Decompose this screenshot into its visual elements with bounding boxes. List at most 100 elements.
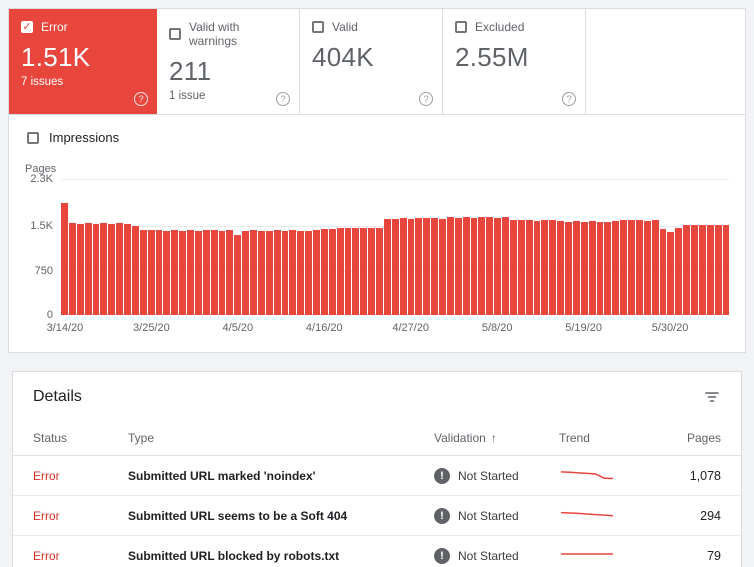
chart-bar [706,225,714,315]
chart-bar [226,230,234,315]
help-icon[interactable]: ? [276,92,290,106]
chart-bar [108,223,116,315]
trend-sparkline [559,465,659,486]
card-value: 2.55M [455,42,529,72]
chart-bar [423,218,431,315]
y-tick-label: 1.5K [30,220,53,233]
chart-bar [659,229,667,315]
gridline [61,179,729,180]
chart-bar [210,230,218,315]
table-header: Status Type Validation ↑ Trend Pages [13,420,741,456]
type-cell: Submitted URL seems to be a Soft 404 [128,508,348,523]
card-value: 211 [169,56,212,86]
details-panel: Details Status Type Validation ↑ Trend P… [12,371,742,567]
chart-bar [139,229,147,315]
valid-checkbox[interactable] [312,21,324,33]
status-cell: Error [33,468,60,483]
chart-bar [234,234,242,315]
details-title: Details [33,388,82,405]
chart-bar [352,227,360,315]
chart-bar [722,224,730,315]
chart-bars [61,179,730,315]
table-row[interactable]: Error Submitted URL seems to be a Soft 4… [13,496,741,536]
pages-cell: 1,078 [689,468,721,483]
x-tick-label: 5/19/20 [565,322,602,334]
chart-bar [643,220,651,315]
type-cell: Submitted URL marked 'noindex' [128,468,316,483]
impressions-toggle[interactable]: Impressions [9,115,745,145]
card-label: Valid with warnings [189,20,240,48]
chart-bar [509,219,517,315]
chart-bar [399,218,407,315]
help-icon[interactable]: ? [134,92,148,106]
card-subtitle: 1 issue [169,90,206,102]
chart-bar [675,227,683,315]
sort-ascending-icon: ↑ [490,430,497,445]
chart-bar [525,220,533,315]
column-header-validation[interactable]: Validation ↑ [434,430,497,445]
help-icon[interactable]: ? [419,92,433,106]
chart-bar [218,230,226,315]
coverage-panel: ✓ Error 1.51K 7 issues ? Valid with warn… [8,8,746,353]
chart-bar [124,223,131,315]
validation-cell: ! Not Started [434,467,559,484]
chart-bar [517,220,525,315]
chart-bar [407,218,415,315]
chart-bar [470,217,478,315]
chart-bar [344,228,352,315]
not-started-icon: ! [434,547,450,564]
chart-bar [439,218,446,315]
chart-bar [265,231,273,315]
chart-bar [549,220,557,315]
not-started-icon: ! [434,467,450,484]
error-checkbox[interactable]: ✓ [21,20,33,33]
chart-y-axis-label: Pages [25,163,57,175]
chart-bar [612,221,620,315]
column-header-trend[interactable]: Trend [559,430,590,445]
card-value: 1.51K [21,42,91,72]
chart-bar [391,219,399,315]
excluded-checkbox[interactable] [455,21,467,33]
chart-bar [360,227,368,315]
chart-y-axis: 2.3K 1.5K 750 0 [25,173,61,321]
card-label: Valid [332,20,358,34]
x-tick-label: 3/14/20 [46,322,84,334]
table-row[interactable]: Error Submitted URL blocked by robots.tx… [13,536,741,567]
status-card-excluded[interactable]: Excluded 2.55M ? [443,9,586,114]
chart-bar [242,231,249,315]
column-header-status[interactable]: Status [33,430,68,445]
chart-bar [92,223,100,315]
status-card-error[interactable]: ✓ Error 1.51K 7 issues ? [9,9,157,114]
chart-bar [502,217,509,315]
chart-bar [628,219,635,315]
chart-bar [131,226,139,315]
chart-bar [68,222,76,315]
impressions-label: Impressions [49,130,120,145]
chart-bar [667,232,675,315]
not-started-icon: ! [434,507,450,524]
impressions-checkbox[interactable] [27,131,39,144]
pages-cell: 294 [700,508,721,523]
chart-bar [336,228,344,315]
y-tick-label: 2.3K [30,173,53,185]
chart-bar [604,221,612,315]
column-header-pages[interactable]: Pages [686,430,721,445]
status-card-valid[interactable]: Valid 404K ? [300,9,443,114]
help-icon[interactable]: ? [562,92,576,106]
chart-bar [635,220,643,315]
card-label: Excluded [475,20,525,34]
chart-bar [431,218,438,315]
chart-bar [494,217,501,315]
x-tick-label: 4/5/20 [222,322,254,334]
x-tick-label: 3/25/20 [133,322,170,334]
status-card-valid-with-warnings[interactable]: Valid with warnings 211 1 issue ? [157,9,300,114]
chart-bar [61,202,68,315]
table-row[interactable]: Error Submitted URL marked 'noindex' ! N… [13,456,741,496]
filter-icon[interactable] [703,388,721,406]
chart-bar [320,229,328,315]
valid-warnings-checkbox[interactable] [169,28,181,40]
chart-bar [297,231,305,315]
column-header-type[interactable]: Type [128,430,155,445]
validation-cell: ! Not Started [434,547,559,564]
chart-bar [446,217,454,315]
